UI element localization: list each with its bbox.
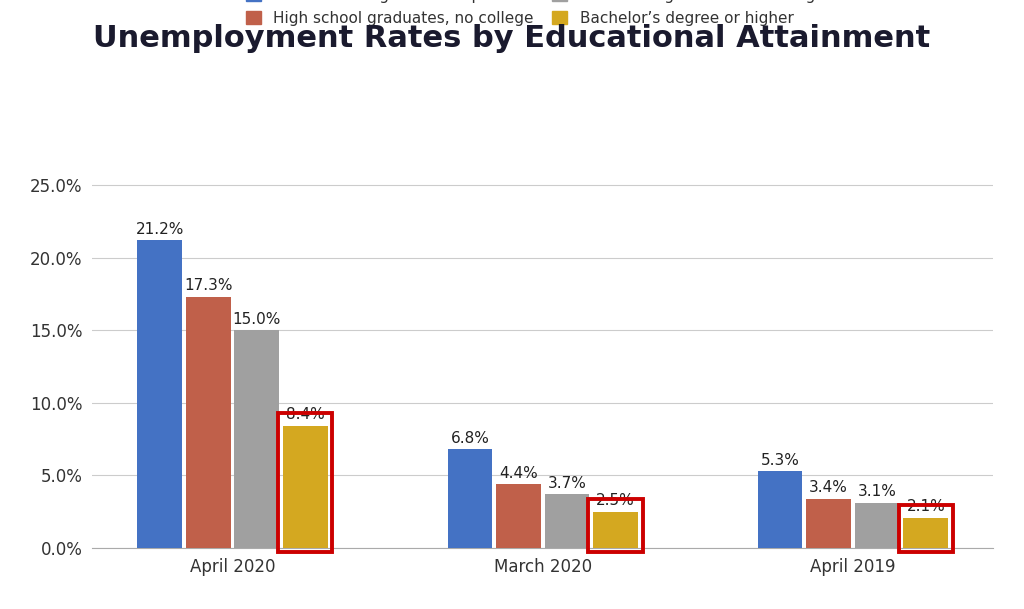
Bar	[496, 484, 541, 548]
Text: 8.4%: 8.4%	[286, 407, 325, 423]
Bar	[758, 471, 803, 548]
Text: 15.0%: 15.0%	[232, 312, 281, 326]
Text: 3.7%: 3.7%	[548, 476, 587, 491]
Text: Unemployment Rates by Educational Attainment: Unemployment Rates by Educational Attain…	[93, 24, 931, 54]
Bar	[545, 495, 590, 548]
Text: 2.1%: 2.1%	[906, 499, 945, 514]
Text: 4.4%: 4.4%	[499, 465, 538, 481]
Text: 3.1%: 3.1%	[858, 484, 897, 499]
Bar	[137, 240, 182, 548]
Text: 6.8%: 6.8%	[451, 431, 489, 446]
Text: 21.2%: 21.2%	[135, 222, 183, 237]
Text: 3.4%: 3.4%	[809, 480, 848, 495]
Bar	[806, 499, 851, 548]
Bar	[855, 503, 900, 548]
Bar	[593, 512, 638, 548]
Text: 5.3%: 5.3%	[761, 452, 800, 468]
Bar	[279, 413, 333, 552]
Bar	[447, 449, 493, 548]
Text: 17.3%: 17.3%	[184, 278, 232, 294]
Text: 2.5%: 2.5%	[596, 493, 635, 508]
Legend: Less than a high school diploma, High school graduates, no college, Some college: Less than a high school diploma, High sc…	[240, 0, 846, 32]
Bar	[899, 504, 953, 552]
Bar	[903, 518, 948, 548]
Bar	[234, 330, 280, 548]
Bar	[589, 499, 643, 552]
Bar	[185, 297, 230, 548]
Bar	[283, 426, 328, 548]
